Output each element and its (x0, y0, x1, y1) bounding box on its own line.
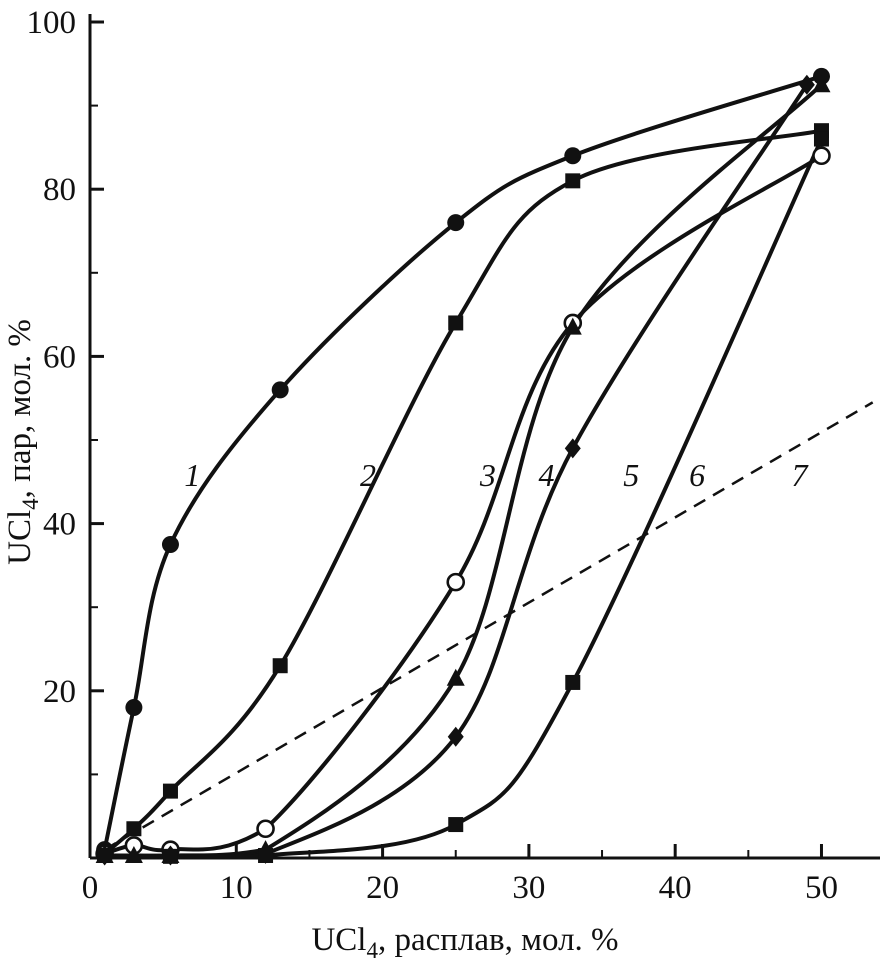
curve-label-7: 7 (792, 457, 810, 493)
series-curve-2 (103, 128, 822, 856)
y-tick-label: 80 (43, 172, 76, 208)
data-point-marker (798, 74, 815, 95)
data-point-marker (256, 819, 275, 839)
data-point-marker (565, 674, 581, 690)
data-point-marker (564, 438, 581, 459)
x-tick-label: 20 (366, 870, 399, 906)
data-point-marker (448, 315, 464, 331)
data-point-marker (272, 658, 288, 674)
curve-label-5: 5 (623, 457, 639, 493)
data-point-marker (97, 847, 113, 863)
data-point-marker (447, 214, 465, 232)
y-tick-label: 100 (27, 5, 77, 41)
curve-label-1: 1 (184, 457, 200, 493)
series-curve-7 (104, 401, 874, 851)
data-point-marker (812, 146, 831, 166)
x-tick-label: 50 (805, 870, 838, 906)
curve-label-2: 2 (360, 457, 376, 493)
data-point-marker (162, 848, 178, 864)
data-point-marker (162, 783, 178, 799)
data-point-marker (125, 699, 143, 717)
data-point-markers (95, 67, 831, 866)
curve-labels: 1 2 3 4 5 6 7 (184, 457, 809, 493)
x-axis-title: UCl4, расплав, мол. % (311, 922, 618, 963)
x-tick-label: 30 (512, 870, 545, 906)
data-point-marker (446, 668, 465, 686)
data-point-marker (161, 536, 179, 553)
data-point-marker (271, 381, 289, 399)
data-point-marker (124, 845, 143, 863)
y-axis-title: UCl4, пар, мол. % (2, 319, 43, 565)
data-point-marker (126, 821, 142, 837)
y-tick-label: 60 (43, 339, 76, 375)
curve-label-4: 4 (538, 457, 554, 493)
x-tick-label: 40 (659, 870, 692, 906)
data-point-marker (447, 726, 464, 747)
axes: 0 10 20 30 40 50 20 40 60 80 100 UCl4, расплав, мол… (2, 5, 880, 963)
data-point-marker (813, 131, 829, 147)
curve-label-3: 3 (479, 457, 496, 493)
data-point-marker (446, 572, 466, 592)
series-curve-3 (104, 154, 823, 856)
curve-label-6: 6 (689, 457, 705, 493)
y-tick-label: 40 (43, 507, 76, 543)
y-tick-label: 20 (43, 674, 76, 710)
data-point-marker (565, 173, 581, 189)
data-point-marker (258, 847, 274, 863)
data-point-marker (564, 147, 582, 165)
data-point-marker (812, 75, 831, 93)
x-tick-label: 10 (220, 870, 253, 906)
series-curve-1 (102, 74, 823, 851)
data-point-marker (448, 817, 464, 833)
x-tick-label: 0 (82, 870, 99, 906)
data-point-marker (563, 317, 582, 335)
